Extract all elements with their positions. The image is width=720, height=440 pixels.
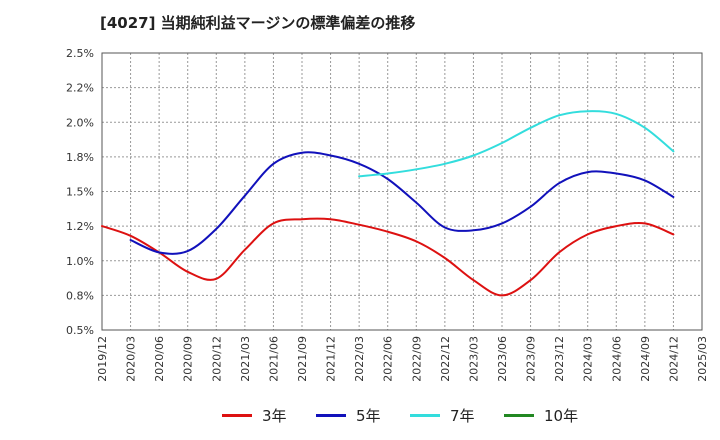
x-tick-label: 2022/09: [410, 336, 423, 382]
x-tick-label: 2021/12: [325, 336, 338, 382]
legend-item-2: 5年: [316, 404, 381, 426]
x-tick-label: 2024/12: [667, 336, 680, 382]
y-tick-label: 1.5%: [66, 186, 94, 199]
series-lines: [101, 110, 675, 297]
series-line-2: [129, 151, 675, 255]
x-tick-label: 2024/09: [639, 336, 652, 382]
x-tick-label: 2021/09: [296, 336, 309, 382]
y-tick-label: 2.2%: [66, 82, 94, 95]
x-tick-label: 2020/06: [153, 336, 166, 382]
x-tick-label: 2024/03: [582, 336, 595, 382]
x-tick-label: 2021/03: [239, 336, 252, 382]
legend-item-3: 7年: [410, 404, 475, 426]
chart-title: [4027] 当期純利益マージンの標準偏差の推移: [100, 14, 416, 32]
series-line-3: [358, 110, 675, 178]
x-axis-ticks: 2019/12 2020/03 2020/06 2020/09 2020/12 2021/…: [96, 336, 709, 382]
x-tick-label: 2024/06: [610, 336, 623, 382]
x-tick-label: 2022/06: [382, 336, 395, 382]
y-tick-label: 2.5%: [66, 47, 94, 60]
x-tick-label: 2021/06: [267, 336, 280, 382]
legend: 3年 5年 7年 10年: [0, 400, 720, 430]
series-line-1: [101, 217, 675, 297]
legend-label: 5年: [356, 406, 381, 425]
x-tick-label: 2023/09: [525, 336, 538, 382]
y-tick-label: 2.0%: [66, 116, 94, 129]
y-tick-label: 1.0%: [66, 255, 94, 268]
x-tick-label: 2023/06: [496, 336, 509, 382]
y-axis-ticks: 2.5% 2.2% 2.0% 1.8% 1.5% 1.2% 1.0% 0.8% 0.5%: [66, 47, 94, 337]
legend-swatch: [316, 413, 346, 417]
legend-label: 10年: [544, 406, 579, 425]
y-tick-label: 1.2%: [66, 220, 94, 233]
plot-area: [101, 52, 703, 331]
legend-swatch: [504, 413, 534, 417]
x-tick-label: 2020/03: [125, 336, 138, 382]
legend-item-1: 3年: [222, 404, 287, 426]
x-tick-label: 2019/12: [96, 336, 109, 382]
legend-swatch: [222, 413, 252, 417]
y-tick-label: 0.8%: [66, 289, 94, 302]
x-tick-label: 2022/12: [439, 336, 452, 382]
y-tick-label: 0.5%: [66, 324, 94, 337]
x-tick-label: 2020/12: [210, 336, 223, 382]
x-tick-label: 2025/03: [696, 336, 709, 382]
legend-swatch: [410, 413, 440, 417]
y-tick-label: 1.8%: [66, 151, 94, 164]
x-tick-label: 2022/03: [353, 336, 366, 382]
legend-label: 7年: [450, 406, 475, 425]
legend-label: 3年: [262, 406, 287, 425]
x-tick-label: 2023/12: [553, 336, 566, 382]
x-tick-label: 2023/03: [467, 336, 480, 382]
legend-item-4: 10年: [504, 404, 578, 426]
x-tick-label: 2020/09: [182, 336, 195, 382]
